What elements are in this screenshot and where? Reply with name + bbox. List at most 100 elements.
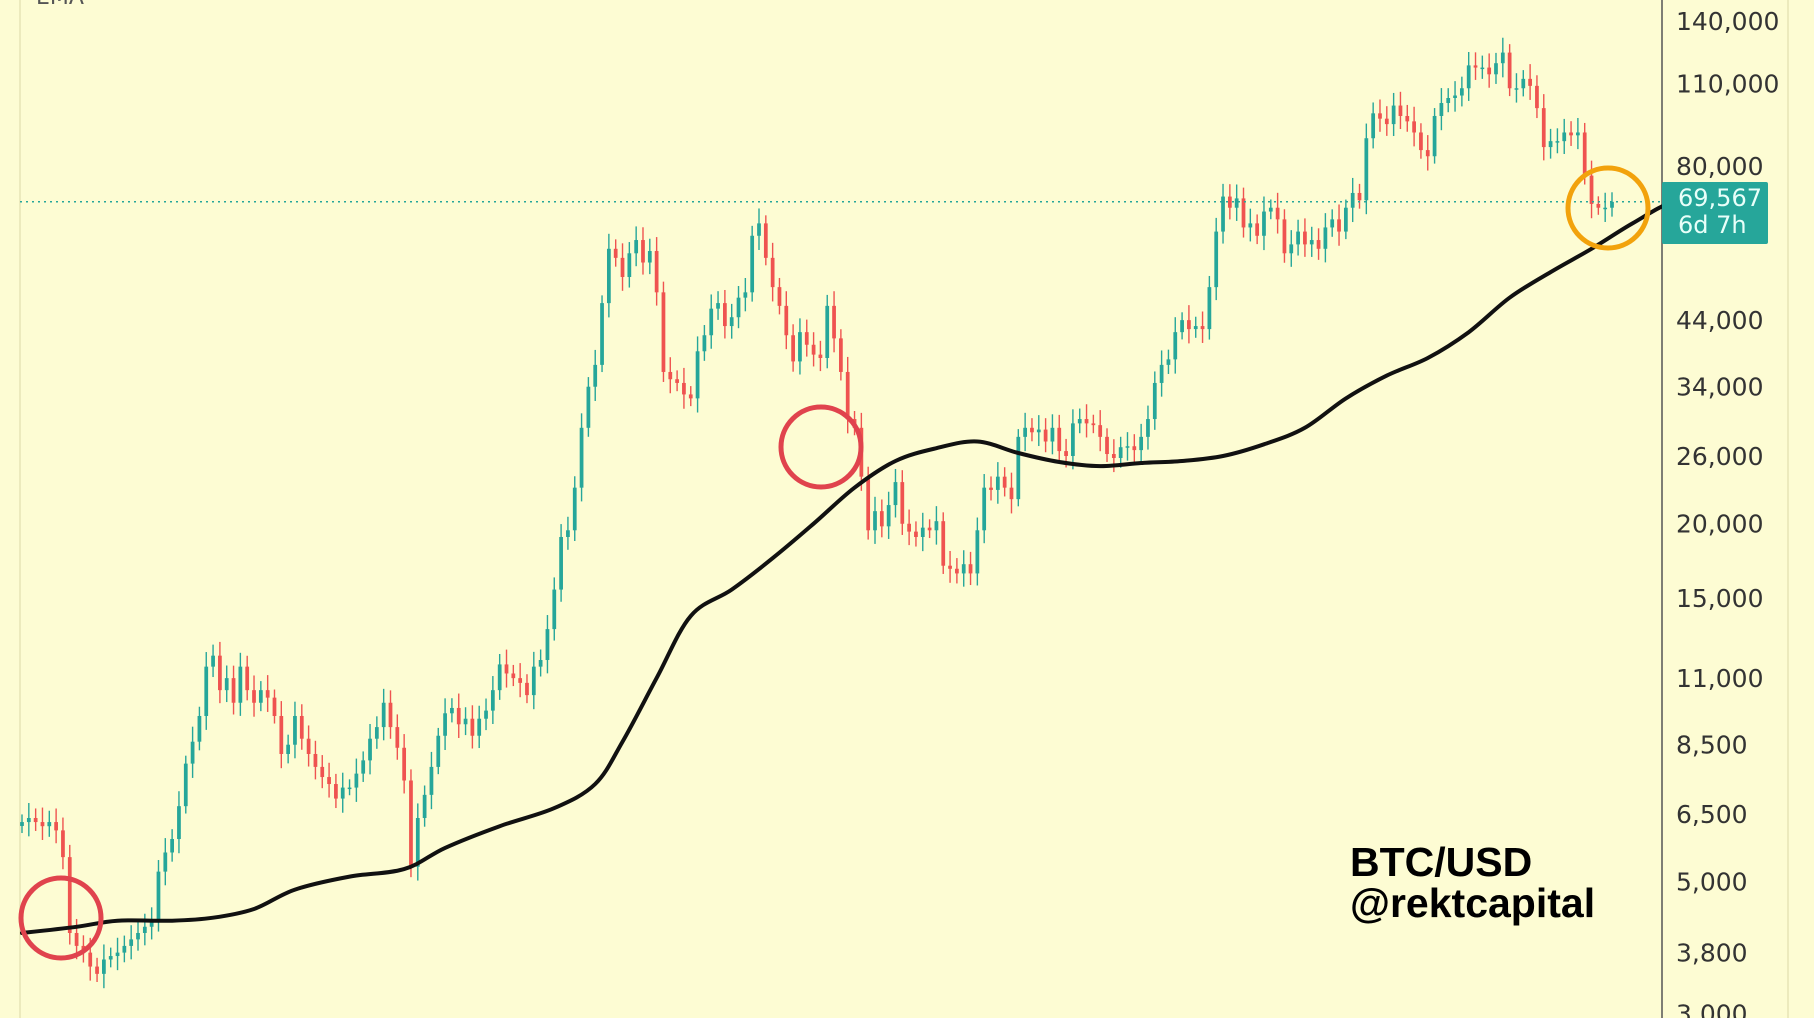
candle-body — [600, 303, 604, 365]
candle — [1152, 371, 1157, 430]
candle — [647, 238, 652, 275]
candle — [613, 239, 618, 267]
candle — [33, 808, 38, 831]
candle — [1207, 275, 1212, 340]
candle — [832, 291, 836, 353]
candle-body — [306, 738, 311, 754]
candle — [1466, 52, 1471, 101]
y-tick-label: 15,000 — [1676, 584, 1763, 613]
candle-body — [450, 707, 454, 714]
candle-body — [1268, 207, 1273, 212]
candle-body — [1398, 105, 1403, 116]
candle — [791, 324, 795, 372]
candle — [1412, 106, 1416, 147]
candle — [1050, 414, 1055, 455]
candle-body — [1166, 359, 1171, 365]
candle-body — [641, 240, 645, 263]
candle — [456, 693, 461, 738]
y-tick-label: 3,800 — [1676, 939, 1748, 968]
candle — [381, 688, 386, 741]
candle — [1296, 219, 1300, 256]
candle — [436, 727, 441, 775]
candle — [1002, 467, 1007, 497]
candle — [115, 937, 120, 971]
candle — [1439, 88, 1444, 131]
candle-body — [1043, 429, 1048, 442]
candle — [1500, 37, 1505, 78]
candle — [948, 550, 952, 583]
candle — [170, 829, 174, 862]
candle — [95, 957, 99, 982]
candle-body — [67, 857, 72, 933]
candle — [429, 751, 434, 810]
candle-body — [477, 718, 482, 736]
candle — [211, 644, 215, 678]
candle-body — [415, 818, 420, 867]
candle-body — [1432, 115, 1437, 157]
y-tick-label: 6,500 — [1676, 800, 1748, 829]
candle — [1139, 423, 1144, 463]
candle-body — [443, 713, 447, 736]
candle-body — [347, 787, 352, 790]
candle-body — [1330, 219, 1335, 228]
y-tick-label: 140,000 — [1676, 7, 1779, 36]
candle — [231, 665, 236, 715]
candle-body — [402, 747, 407, 781]
candle-body — [586, 386, 591, 428]
candle — [1405, 104, 1410, 132]
candle-body — [1064, 451, 1068, 456]
y-tick-label: 11,000 — [1676, 664, 1763, 693]
candle-body — [729, 317, 734, 327]
candle — [1378, 99, 1382, 132]
candle-body — [593, 364, 598, 387]
y-tick-label: 34,000 — [1676, 373, 1763, 402]
candle-body — [156, 871, 161, 921]
candle-body — [1207, 287, 1212, 330]
candle-body — [873, 511, 877, 531]
candle — [566, 516, 570, 550]
candle-body — [1569, 132, 1573, 136]
candle — [941, 512, 946, 574]
candle-body — [1071, 423, 1075, 456]
candle-body — [61, 830, 65, 858]
candle-body — [934, 521, 939, 531]
candle-body — [1337, 219, 1341, 232]
candle — [40, 807, 45, 840]
candle-body — [763, 223, 768, 258]
candle — [525, 674, 529, 704]
candle-body — [1439, 103, 1444, 116]
candle-body — [879, 511, 884, 527]
candle-body — [354, 773, 359, 788]
candle-body — [750, 235, 755, 293]
candle — [804, 319, 809, 357]
candle-body — [948, 565, 952, 569]
candle — [1514, 73, 1519, 103]
candle — [361, 751, 366, 782]
candle-body — [1466, 65, 1471, 89]
candle — [313, 740, 318, 780]
candle — [1118, 436, 1123, 468]
candle-body — [381, 702, 386, 728]
candle — [1398, 91, 1403, 130]
candle — [1221, 183, 1225, 244]
candle-body — [634, 240, 639, 254]
price-badge: 69,567 6d 7h — [1662, 182, 1768, 244]
candle — [1057, 414, 1062, 464]
candle — [955, 558, 959, 584]
candle-body — [1528, 78, 1532, 86]
candle-body — [1425, 150, 1430, 157]
candle — [798, 318, 802, 375]
candle — [443, 698, 447, 750]
candle — [1043, 418, 1048, 453]
candle-body — [777, 287, 782, 306]
candle-body — [484, 710, 488, 719]
candle-body — [1391, 105, 1396, 125]
candle-body — [1589, 175, 1594, 204]
candle-body — [818, 354, 823, 358]
candle-body — [299, 715, 304, 739]
candle-body — [1002, 476, 1007, 488]
candle-body — [1378, 113, 1382, 119]
candle-body — [54, 822, 58, 831]
candle — [818, 340, 823, 372]
candle-body — [1473, 65, 1478, 68]
